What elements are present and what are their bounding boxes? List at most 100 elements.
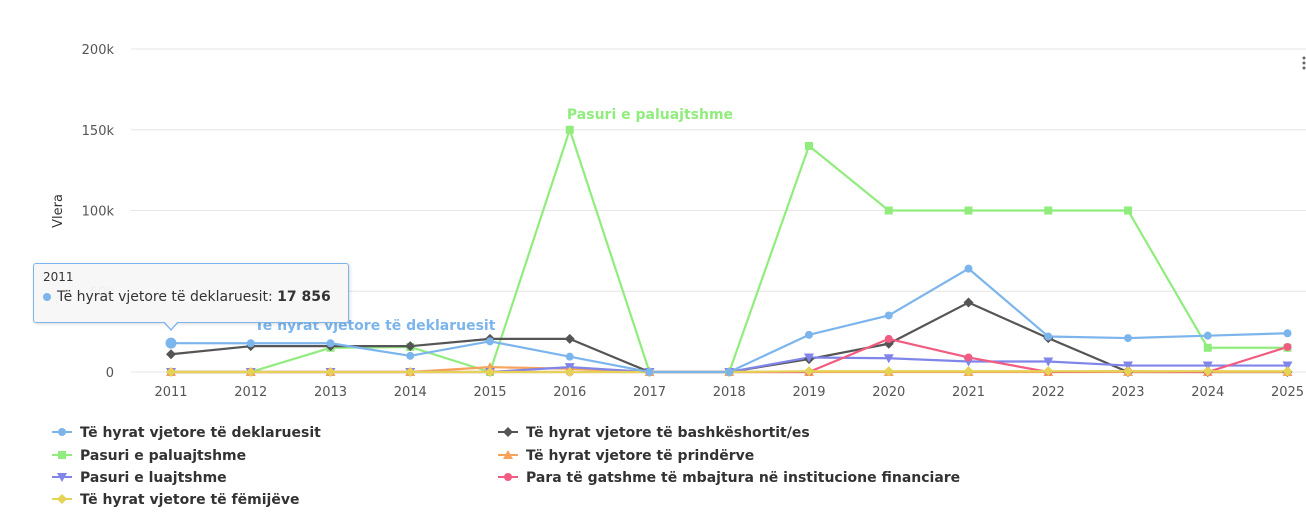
data-point[interactable] [1282,366,1293,377]
legend-item[interactable]: Pasuri e luajtshme [52,470,227,486]
x-tick-label: 2016 [553,385,586,400]
data-point[interactable] [1203,343,1212,352]
data-point[interactable] [1044,332,1053,341]
data-point[interactable] [884,311,893,320]
data-point[interactable] [725,368,734,376]
y-tick-label: 100k [82,205,115,220]
legend-label: Të hyrat vjetore të prindërve [526,448,754,464]
x-tick-label: 2013 [314,385,347,400]
data-point[interactable] [57,494,67,504]
legend-item[interactable]: Të hyrat vjetore të fëmijëve [52,492,299,508]
data-point[interactable] [564,367,575,377]
data-point[interactable] [245,367,256,377]
data-point[interactable] [964,353,973,362]
data-point[interactable] [58,428,66,436]
legend-item[interactable]: Të hyrat vjetore të bashkëshortit/es [498,425,810,441]
data-point[interactable] [1283,342,1292,351]
legend-label: Pasuri e luajtshme [80,470,227,486]
legend-label: Para të gatshme të mbajtura në instituci… [526,470,960,486]
data-point[interactable] [1203,331,1212,340]
data-point[interactable] [165,337,177,349]
x-tick-label: 2017 [633,385,666,400]
y-tick-label: 150k [82,124,115,139]
tooltip-series-dot [43,293,51,301]
data-point[interactable] [166,349,176,360]
x-tick-label: 2025 [1271,385,1304,400]
data-point[interactable] [804,353,814,363]
tooltip-value: 17 856 [277,289,331,305]
y-axis-ticks: 050k100k150k200k [82,43,115,381]
data-point[interactable] [964,264,973,273]
hamburger-menu-icon[interactable] [1302,56,1306,70]
data-point[interactable] [405,367,416,377]
data-point[interactable] [565,352,574,361]
data-point[interactable] [963,297,974,308]
y-axis-title: Vlera [51,194,66,228]
data-point[interactable] [964,206,973,215]
x-tick-label: 2014 [394,385,427,400]
data-point[interactable] [883,366,894,377]
data-point[interactable] [645,368,654,376]
x-tick-label: 2021 [952,385,985,400]
series-label-pasuri-paluajtshme: Pasuri e paluajtshme [567,107,733,123]
data-point[interactable] [405,341,416,352]
data-point[interactable] [883,354,894,364]
legend-item[interactable]: Para të gatshme të mbajtura në instituci… [498,470,960,486]
x-tick-label: 2012 [234,385,267,400]
series-lines [169,128,1289,374]
data-point[interactable] [325,367,336,377]
legend[interactable]: Të hyrat vjetore të deklaruesit Të hyrat … [52,425,960,508]
data-point[interactable] [1123,366,1133,377]
data-point[interactable] [1044,206,1053,215]
data-point[interactable] [805,330,813,339]
data-point[interactable] [1202,361,1213,371]
data-point[interactable] [504,473,512,481]
data-point[interactable] [884,206,893,215]
legend-item[interactable]: Të hyrat vjetore të deklaruesit [52,425,321,441]
data-point[interactable] [166,367,176,377]
data-point[interactable] [503,427,513,437]
data-point[interactable] [1282,361,1293,371]
data-point[interactable] [1123,361,1133,371]
data-point[interactable] [564,333,575,344]
legend-item[interactable]: Pasuri e paluajtshme [52,448,246,464]
data-point[interactable] [485,367,495,377]
x-tick-label: 2023 [1111,385,1144,400]
data-point[interactable] [1124,334,1132,343]
data-point[interactable] [565,125,574,134]
tooltip-line: Të hyrat vjetore të deklaruesit: 17 856 [43,289,339,305]
legend-item[interactable]: Të hyrat vjetore të prindërve [498,448,754,464]
legend-label: Të hyrat vjetore të deklaruesit [80,425,321,441]
data-point[interactable] [1124,206,1132,215]
x-tick-label: 2018 [713,385,746,400]
x-tick-label: 2022 [1032,385,1065,400]
data-point[interactable] [406,351,415,360]
series-markers[interactable] [165,125,1293,377]
tooltip-header: 2011 [43,270,74,284]
x-axis-ticks: 2011 2012 2013 2014 2015 2016 2017 2018 2019 2020… [154,385,1304,400]
data-point[interactable] [326,339,335,348]
data-point[interactable] [1202,366,1213,377]
data-point[interactable] [884,334,893,343]
y-tick-label: 0 [106,366,114,381]
tooltip: 2011 Të hyrat vjetore të deklaruesit: 17… [33,263,349,323]
data-point[interactable] [58,451,66,459]
data-point[interactable] [805,141,813,150]
x-tick-label: 2019 [792,385,825,400]
data-point[interactable] [804,366,814,377]
x-tick-label: 2011 [154,385,187,400]
tooltip-pointer-fill [164,321,178,329]
data-point[interactable] [57,473,67,482]
data-point[interactable] [503,450,513,459]
legend-label: Pasuri e paluajtshme [80,448,246,464]
legend-label: Të hyrat vjetore të fëmijëve [80,492,299,508]
legend-label: Të hyrat vjetore të bashkëshortit/es [526,425,810,441]
data-point[interactable] [1043,366,1054,377]
data-point[interactable] [246,339,255,348]
data-point[interactable] [1283,329,1292,338]
data-point[interactable] [1043,357,1054,367]
x-tick-label: 2015 [473,385,506,400]
data-point[interactable] [486,337,494,346]
data-point[interactable] [963,366,974,377]
